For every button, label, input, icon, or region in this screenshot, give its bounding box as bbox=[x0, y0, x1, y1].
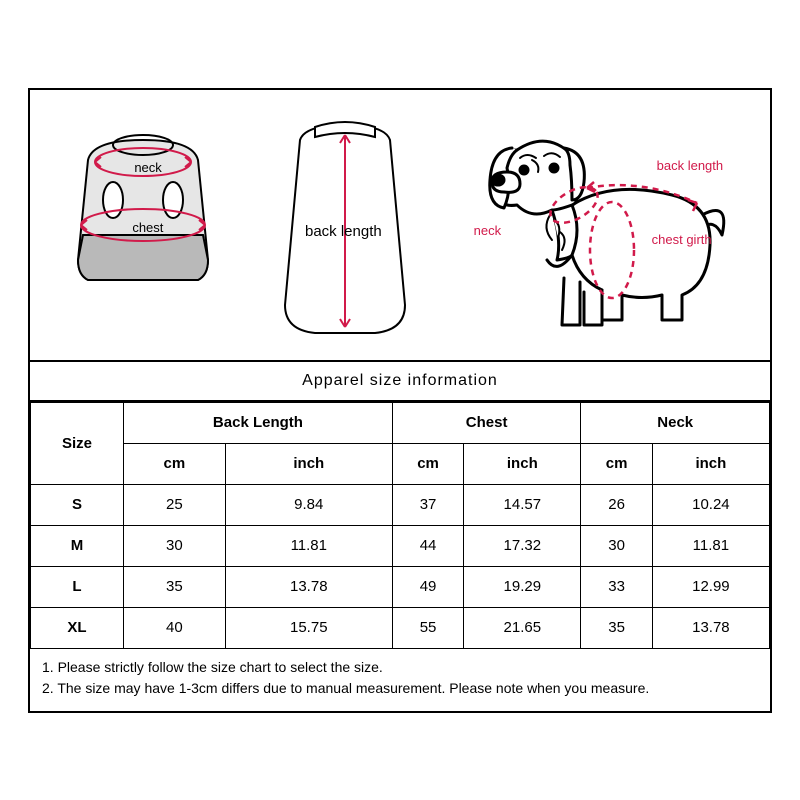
cell-n_cm: 30 bbox=[581, 525, 652, 566]
cell-bl_in: 9.84 bbox=[225, 484, 392, 525]
cell-size: S bbox=[31, 484, 124, 525]
size-chart-card: neck chest back length bbox=[28, 88, 772, 713]
table-row: L3513.784919.293312.99 bbox=[31, 566, 770, 607]
table-row: XL4015.755521.653513.78 bbox=[31, 607, 770, 648]
dog-diagram: neck back length chest girth bbox=[462, 110, 742, 350]
garment-back-diagram: back length bbox=[265, 115, 425, 345]
cell-n_in: 11.81 bbox=[652, 525, 769, 566]
cell-size: XL bbox=[31, 607, 124, 648]
cell-c_in: 19.29 bbox=[464, 566, 581, 607]
cell-n_in: 10.24 bbox=[652, 484, 769, 525]
garment-front-diagram: neck chest bbox=[58, 120, 228, 340]
cell-bl_cm: 30 bbox=[124, 525, 226, 566]
header-size: Size bbox=[31, 402, 124, 484]
header-chest: Chest bbox=[392, 402, 581, 443]
cell-bl_in: 15.75 bbox=[225, 607, 392, 648]
unit-cm: cm bbox=[581, 443, 652, 484]
unit-inch: inch bbox=[464, 443, 581, 484]
note-2: 2. The size may have 1-3cm differs due t… bbox=[42, 678, 758, 699]
label-dog-back: back length bbox=[657, 158, 724, 173]
dog-svg bbox=[462, 110, 742, 350]
label-dog-neck: neck bbox=[474, 223, 501, 238]
table-header-row-units: cm inch cm inch cm inch bbox=[31, 443, 770, 484]
cell-n_cm: 26 bbox=[581, 484, 652, 525]
label-neck-front: neck bbox=[134, 160, 161, 175]
notes-block: 1. Please strictly follow the size chart… bbox=[30, 649, 770, 711]
header-neck: Neck bbox=[581, 402, 770, 443]
cell-bl_cm: 35 bbox=[124, 566, 226, 607]
cell-n_in: 13.78 bbox=[652, 607, 769, 648]
table-row: S259.843714.572610.24 bbox=[31, 484, 770, 525]
diagram-row: neck chest back length bbox=[30, 90, 770, 362]
label-back-length: back length bbox=[305, 223, 382, 240]
cell-bl_in: 11.81 bbox=[225, 525, 392, 566]
cell-n_cm: 35 bbox=[581, 607, 652, 648]
cell-c_in: 14.57 bbox=[464, 484, 581, 525]
size-table: Size Back Length Chest Neck cm inch cm i… bbox=[30, 402, 770, 649]
cell-size: M bbox=[31, 525, 124, 566]
cell-n_in: 12.99 bbox=[652, 566, 769, 607]
unit-inch: inch bbox=[225, 443, 392, 484]
cell-c_in: 17.32 bbox=[464, 525, 581, 566]
unit-inch: inch bbox=[652, 443, 769, 484]
cell-bl_in: 13.78 bbox=[225, 566, 392, 607]
unit-cm: cm bbox=[392, 443, 463, 484]
cell-c_cm: 55 bbox=[392, 607, 463, 648]
unit-cm: cm bbox=[124, 443, 226, 484]
cell-c_cm: 37 bbox=[392, 484, 463, 525]
table-header-row-groups: Size Back Length Chest Neck bbox=[31, 402, 770, 443]
label-dog-chest: chest girth bbox=[652, 232, 712, 247]
cell-bl_cm: 25 bbox=[124, 484, 226, 525]
cell-c_cm: 49 bbox=[392, 566, 463, 607]
section-title: Apparel size information bbox=[30, 362, 770, 402]
cell-size: L bbox=[31, 566, 124, 607]
cell-c_in: 21.65 bbox=[464, 607, 581, 648]
note-1: 1. Please strictly follow the size chart… bbox=[42, 657, 758, 678]
table-row: M3011.814417.323011.81 bbox=[31, 525, 770, 566]
label-chest-front: chest bbox=[132, 220, 163, 235]
cell-n_cm: 33 bbox=[581, 566, 652, 607]
cell-bl_cm: 40 bbox=[124, 607, 226, 648]
cell-c_cm: 44 bbox=[392, 525, 463, 566]
header-back-length: Back Length bbox=[124, 402, 393, 443]
